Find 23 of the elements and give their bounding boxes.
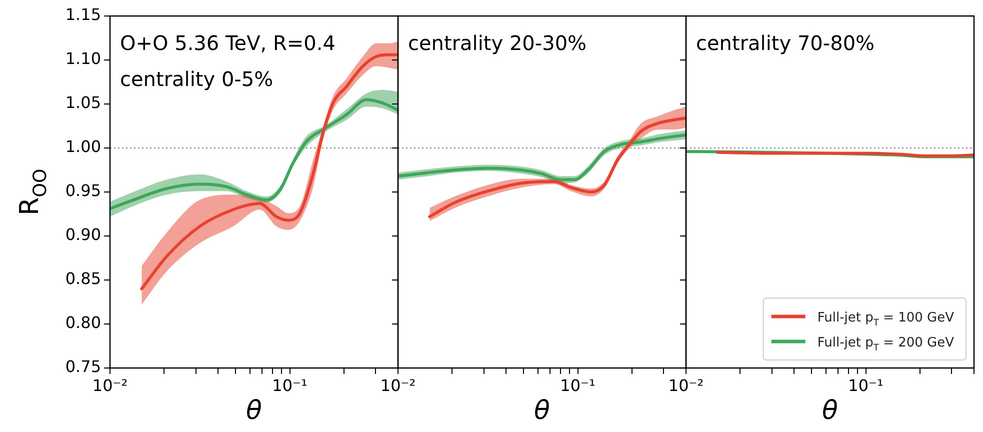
x-tick-label: 10⁻¹ — [272, 376, 308, 395]
x-axis-title: θ — [822, 396, 838, 426]
annotation: centrality 0-5% — [120, 67, 274, 91]
y-tick-label: 1.10 — [65, 49, 101, 68]
x-axis-title: θ — [534, 396, 550, 426]
annotation: centrality 70-80% — [696, 31, 875, 55]
x-tick-label: 10⁻² — [92, 376, 128, 395]
y-tick-label: 1.05 — [65, 93, 101, 112]
y-tick-label: 1.15 — [65, 5, 101, 24]
x-tick-label: 10⁻¹ — [848, 376, 884, 395]
y-axis-title: ROO — [15, 168, 51, 216]
y-tick-label: 0.75 — [65, 357, 101, 376]
y-tick-label: 0.90 — [65, 225, 101, 244]
x-axis-title: θ — [246, 396, 262, 426]
x-tick-label: 10⁻² — [380, 376, 416, 395]
annotation: O+O 5.36 TeV, R=0.4 — [120, 31, 336, 55]
y-tick-label: 1.00 — [65, 137, 101, 156]
x-tick-label: 10⁻² — [668, 376, 704, 395]
annotation: centrality 20-30% — [408, 31, 587, 55]
y-tick-label: 0.95 — [65, 181, 101, 200]
y-tick-label: 0.85 — [65, 269, 101, 288]
x-tick-label: 10⁻¹ — [560, 376, 596, 395]
y-tick-label: 0.80 — [65, 313, 101, 332]
